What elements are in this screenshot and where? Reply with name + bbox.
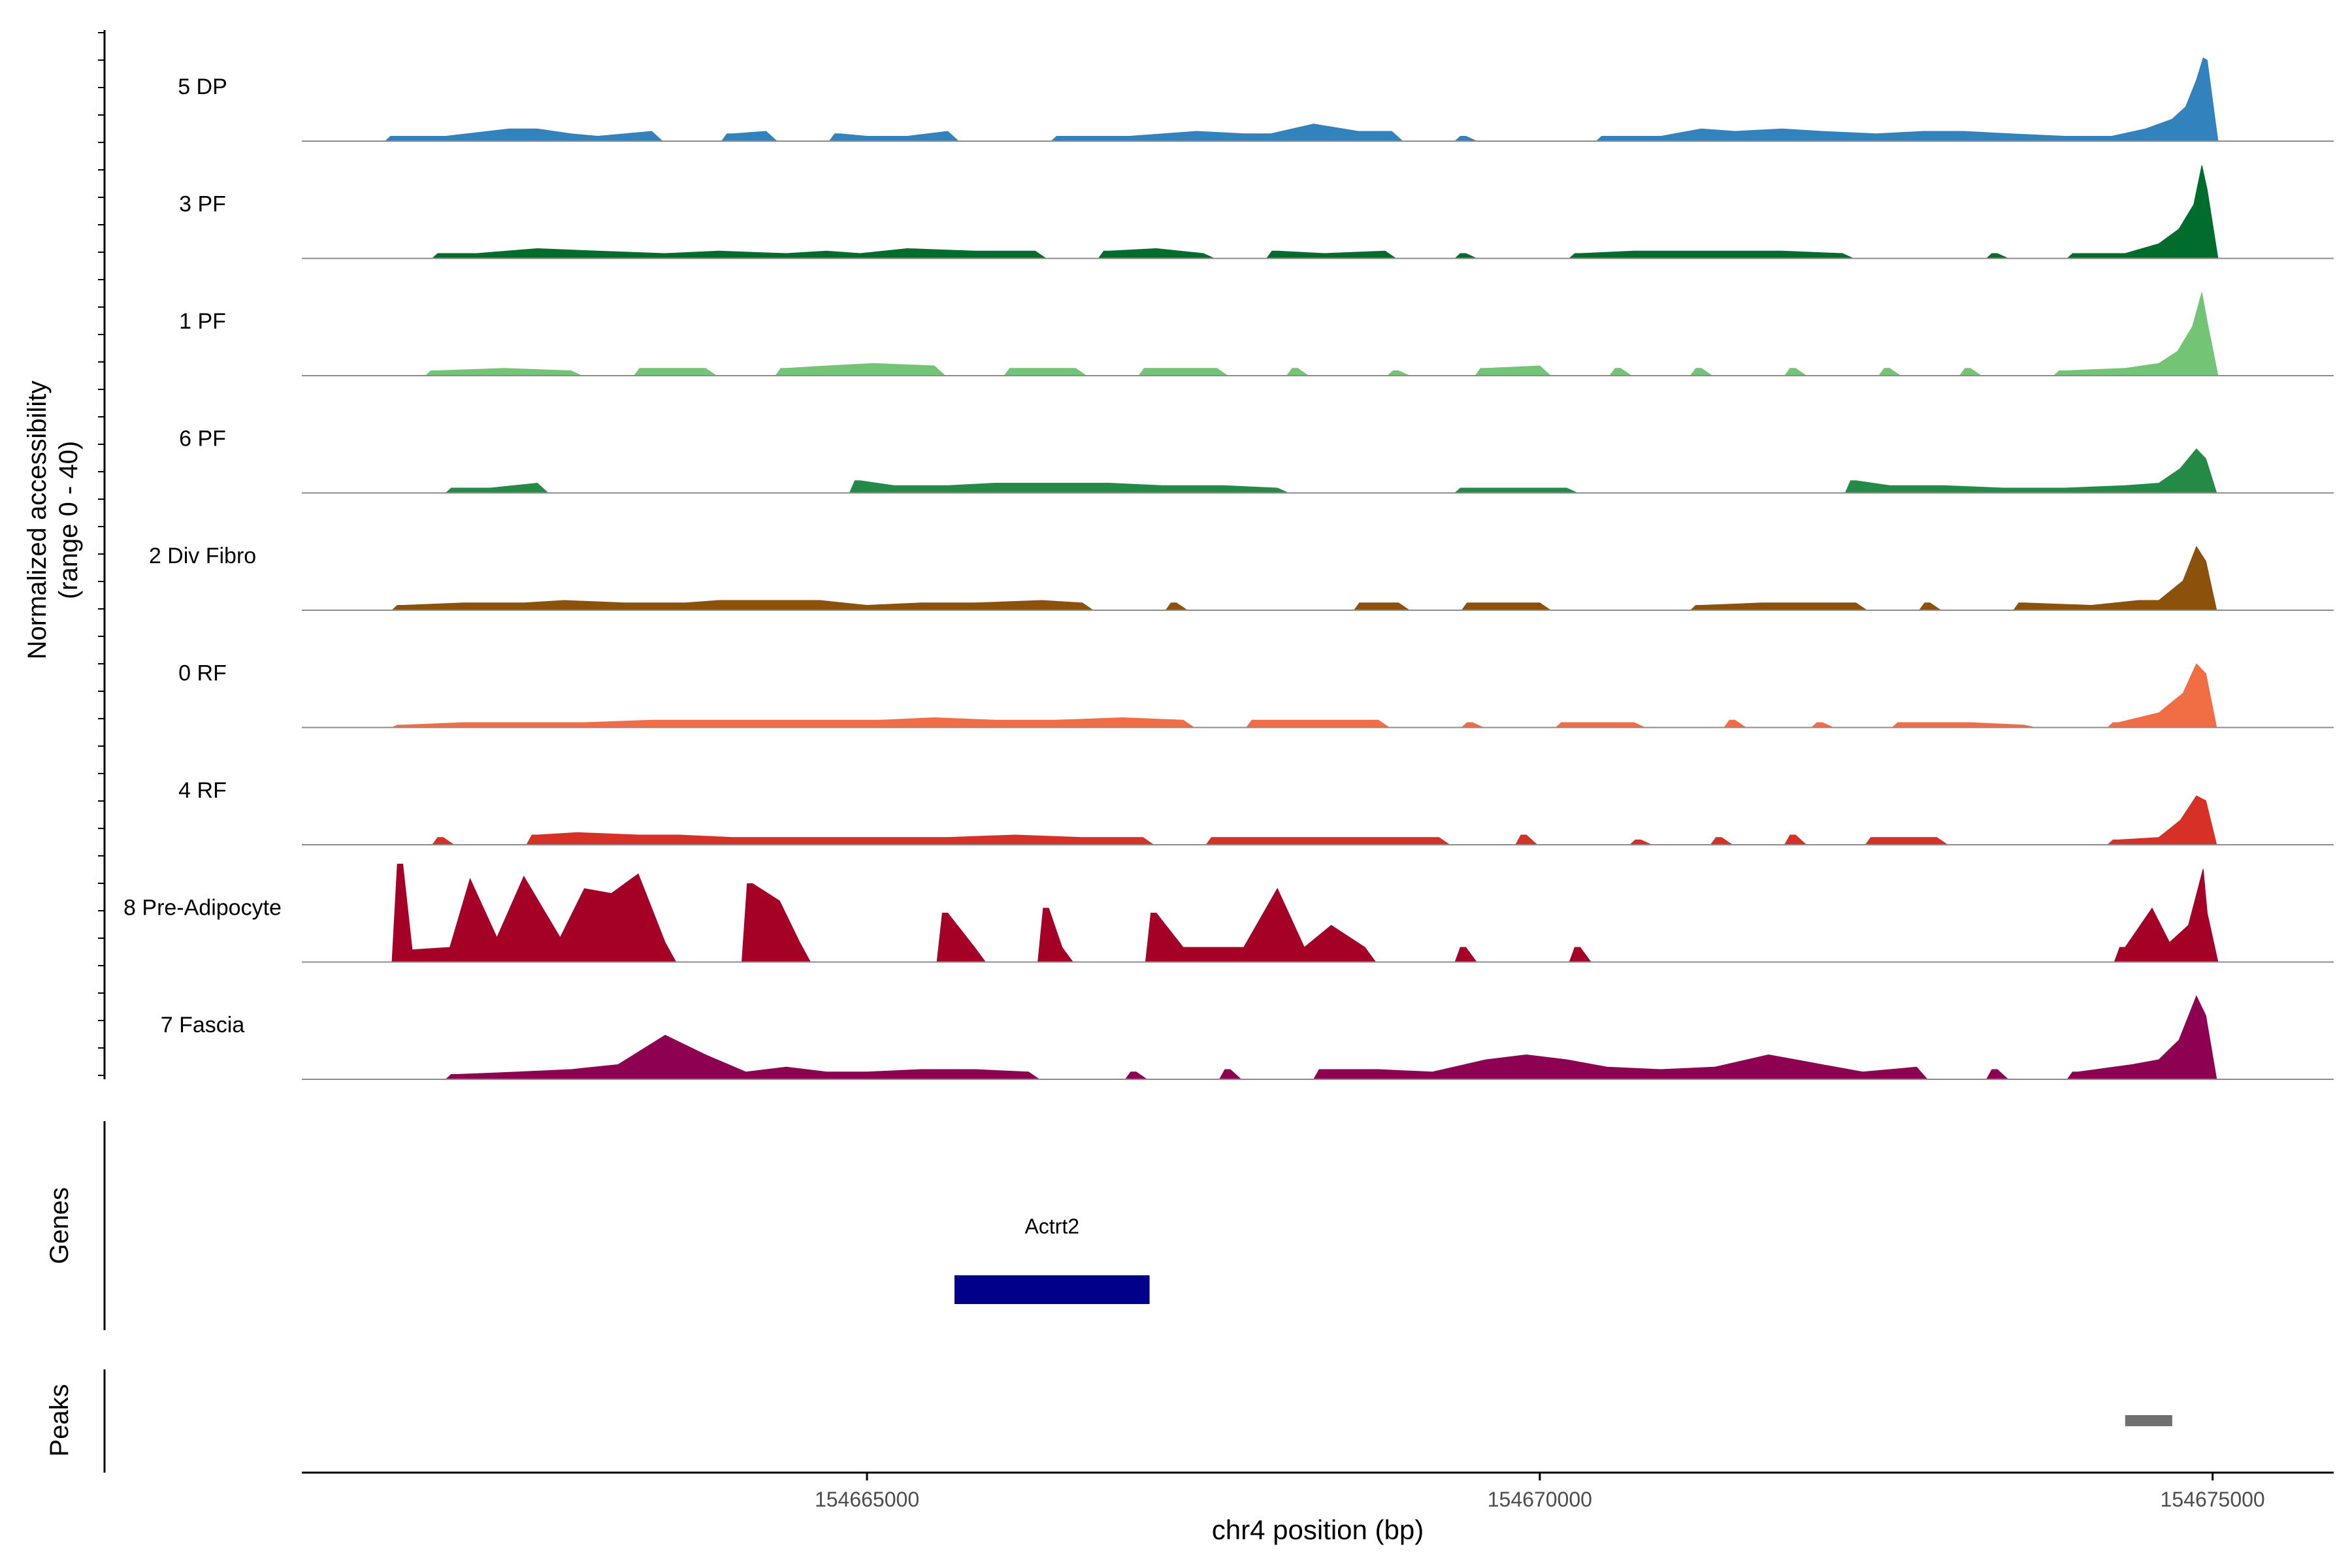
genes-panel-label: Genes bbox=[45, 1187, 74, 1264]
coverage-tracks: 5 DP 3 PF 1 PF 6 PF 2 Div Fibro 0 RF 4 RF 8 Pre… bbox=[123, 57, 2334, 1080]
gene-label: Actrt2 bbox=[1024, 1215, 1079, 1238]
peaks-panel-label: Peaks bbox=[45, 1384, 74, 1456]
track-label: 0 RF bbox=[178, 661, 227, 686]
track-7: 4 RF bbox=[178, 778, 2334, 845]
track-area bbox=[391, 663, 2217, 728]
x-tick-label: 154670000 bbox=[1488, 1488, 1592, 1511]
track-area bbox=[445, 995, 2217, 1080]
track-label: 4 RF bbox=[178, 778, 227, 803]
track-label: 5 DP bbox=[178, 74, 227, 99]
track-4: 6 PF bbox=[179, 427, 2334, 494]
track-6: 0 RF bbox=[178, 661, 2334, 728]
x-tick-label: 154675000 bbox=[2161, 1488, 2265, 1511]
track-area bbox=[384, 57, 2219, 142]
track-3: 1 PF bbox=[179, 292, 2334, 376]
track-area bbox=[431, 795, 2217, 845]
track-2: 3 PF bbox=[179, 165, 2334, 259]
track-area bbox=[431, 165, 2219, 259]
gene-annotations: Actrt2 bbox=[954, 1215, 1150, 1304]
gene-bar bbox=[954, 1275, 1150, 1304]
track-label: 8 Pre-Adipocyte bbox=[123, 896, 282, 921]
x-tick-label: 154665000 bbox=[815, 1488, 919, 1511]
track-label: 6 PF bbox=[179, 427, 226, 451]
track-label: 1 PF bbox=[179, 309, 226, 334]
track-5: 2 Div Fibro bbox=[149, 544, 2334, 611]
track-label: 7 Fascia bbox=[161, 1013, 245, 1037]
x-axis-ticks: 154665000 154670000 154675000 bbox=[815, 1473, 2265, 1511]
track-8: 8 Pre-Adipocyte bbox=[123, 864, 2334, 963]
track-area bbox=[391, 864, 2219, 962]
track-area bbox=[425, 292, 2219, 376]
peak-bar bbox=[2125, 1415, 2172, 1426]
peak-annotations bbox=[2125, 1415, 2172, 1426]
track-label: 3 PF bbox=[179, 192, 226, 217]
x-axis-label: chr4 position (bp) bbox=[1212, 1514, 1424, 1545]
track-area bbox=[391, 546, 2217, 611]
track-1: 5 DP bbox=[178, 57, 2334, 142]
coverage-y-axis-ticks bbox=[98, 32, 105, 1076]
y-axis-label-line-2: (range 0 - 40) bbox=[54, 441, 83, 599]
track-label: 2 Div Fibro bbox=[149, 544, 256, 568]
track-area bbox=[445, 448, 2217, 493]
track-9: 7 Fascia bbox=[161, 995, 2334, 1080]
y-axis-label-line-1: Normalized accessibility bbox=[23, 381, 52, 660]
